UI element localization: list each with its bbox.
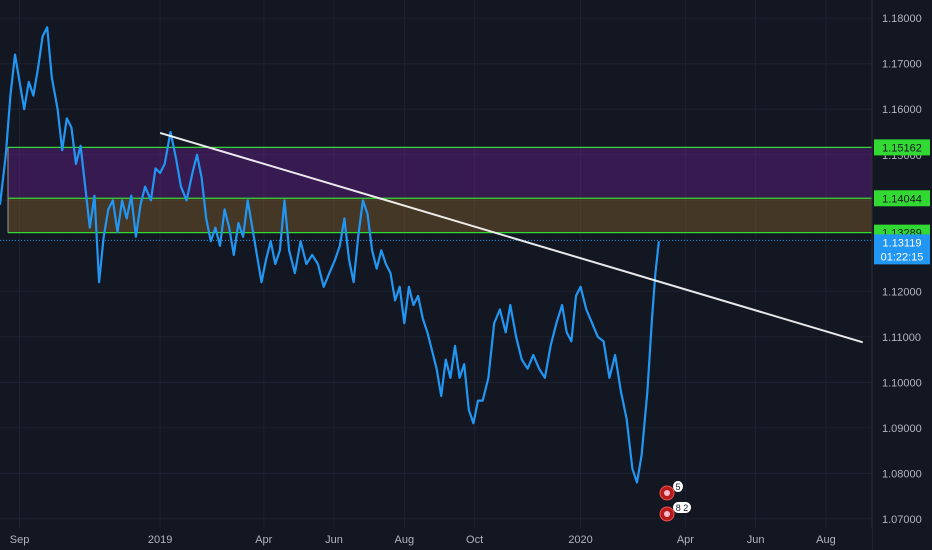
event-count: 5: [675, 482, 680, 492]
price-tick-label: 1.07000: [882, 514, 922, 526]
level-price-tag: [874, 190, 930, 207]
trendline[interactable]: [159, 131, 864, 344]
price-series: [0, 26, 660, 484]
time-tick-label: Sep: [10, 534, 30, 546]
event-badge-core: [664, 511, 670, 517]
current-price-label: 1.13119: [883, 237, 922, 249]
price-line: [0, 26, 660, 484]
price-tick-label: 1.17000: [882, 59, 922, 71]
time-tick-label: Apr: [677, 534, 694, 546]
level-price-label: 1.15162: [882, 142, 922, 154]
current-price-tag: [874, 234, 930, 265]
time-tick-label: Apr: [255, 534, 272, 546]
event-badge-core: [664, 490, 670, 496]
event-markers[interactable]: 5 8 2: [659, 481, 691, 522]
price-tick-label: 1.16000: [882, 104, 922, 116]
time-tick-label: Jun: [325, 534, 343, 546]
price-tick-label: 1.08000: [882, 468, 922, 480]
trendline-segment[interactable]: [159, 131, 864, 344]
time-tick-label: 2020: [568, 534, 592, 546]
event-count-badge: [673, 502, 691, 513]
time-tick-label: Oct: [466, 534, 483, 546]
price-axis[interactable]: 1.180001.170001.160001.150001.140001.120…: [874, 13, 930, 526]
time-axis[interactable]: Sep 2019 Apr Jun Aug Oct 2020 Apr Jun Aug: [0, 528, 872, 550]
level-price-tag: [874, 139, 930, 156]
countdown-label: 01:22:15: [881, 251, 924, 263]
event-marker[interactable]: 8 2: [659, 502, 691, 522]
event-marker[interactable]: 5: [659, 481, 683, 501]
level-price-label: 1.14044: [882, 193, 922, 205]
time-tick-label: Aug: [816, 534, 836, 546]
price-tick-label: 1.11000: [882, 332, 921, 344]
price-tick-label: 1.09000: [882, 423, 922, 435]
event-count-badge: [673, 481, 683, 492]
time-tick-label: Jun: [747, 534, 765, 546]
price-tick-label: 1.12000: [882, 286, 922, 298]
time-axis-background: [0, 528, 872, 550]
price-tick-label: 1.10000: [882, 377, 922, 389]
price-tick-label: 1.18000: [882, 13, 922, 25]
event-count: 8 2: [676, 503, 689, 513]
time-tick-label: 2019: [148, 534, 172, 546]
price-zone: [8, 147, 872, 199]
time-tick-label: Aug: [395, 534, 415, 546]
